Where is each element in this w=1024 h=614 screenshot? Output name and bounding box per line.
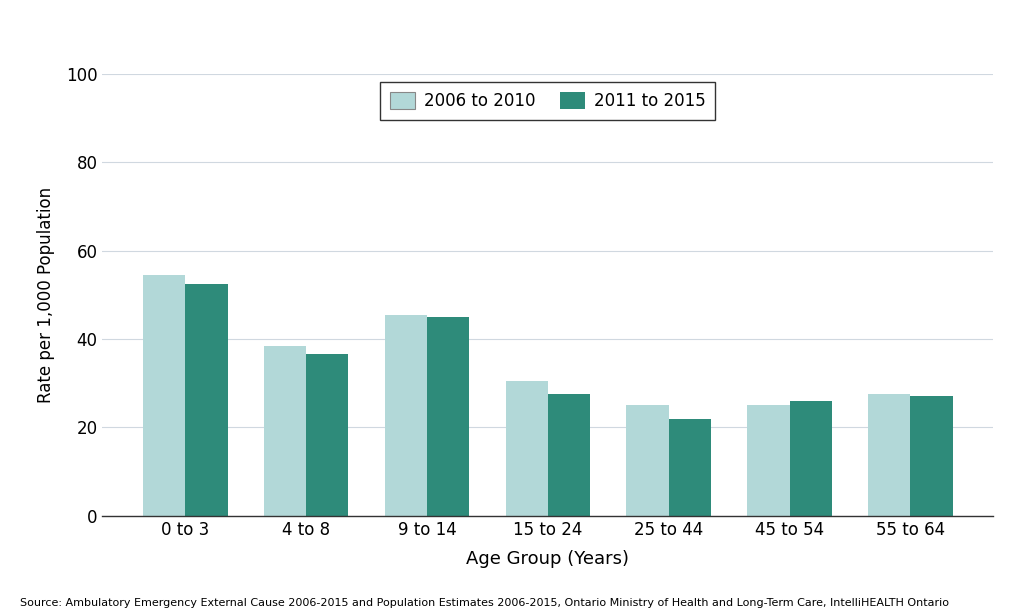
Bar	[427, 317, 469, 516]
Legend: 2006 to 2010, 2011 to 2015: 2006 to 2010, 2011 to 2015	[380, 82, 716, 120]
Bar	[506, 381, 548, 516]
Bar	[910, 397, 952, 516]
Text: Source: Ambulatory Emergency External Cause 2006-2015 and Population Estimates 2: Source: Ambulatory Emergency External Ca…	[20, 598, 949, 608]
Bar	[306, 354, 348, 516]
Bar	[669, 419, 711, 516]
Bar	[790, 401, 831, 516]
Bar	[868, 394, 910, 516]
Bar	[748, 405, 790, 516]
Y-axis label: Rate per 1,000 Population: Rate per 1,000 Population	[37, 187, 55, 403]
Bar	[185, 284, 227, 516]
Bar	[385, 314, 427, 516]
Bar	[548, 394, 590, 516]
X-axis label: Age Group (Years): Age Group (Years)	[466, 550, 630, 568]
Bar	[143, 275, 185, 516]
Bar	[264, 346, 306, 516]
Bar	[627, 405, 669, 516]
